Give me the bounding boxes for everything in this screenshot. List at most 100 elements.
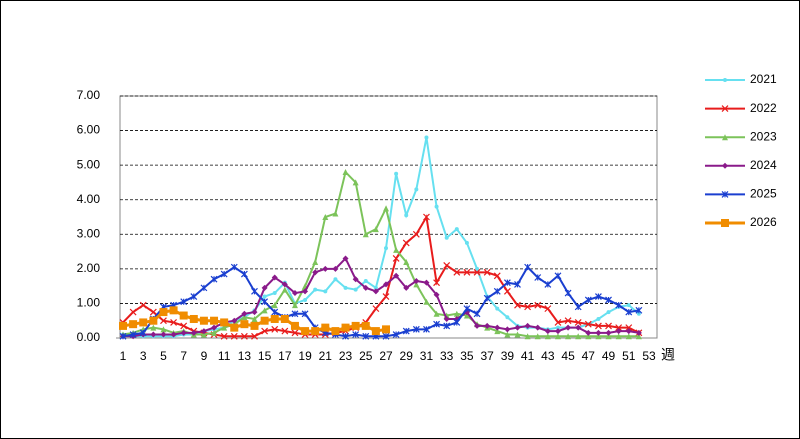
point <box>199 316 208 325</box>
point <box>574 303 582 311</box>
point <box>272 291 277 296</box>
point <box>544 280 552 288</box>
point <box>211 329 218 336</box>
point <box>514 324 521 331</box>
point <box>443 322 451 330</box>
point <box>423 325 430 333</box>
point <box>281 281 288 288</box>
point <box>180 329 187 336</box>
point <box>413 277 420 284</box>
y-tick-label: 1.00 <box>77 296 101 310</box>
point <box>271 302 278 309</box>
x-tick-label: 51 <box>622 349 636 363</box>
point <box>220 270 228 278</box>
point <box>524 263 532 271</box>
point <box>261 298 269 306</box>
point <box>160 331 167 338</box>
point <box>149 316 158 325</box>
legend-marker <box>722 162 728 169</box>
point <box>484 322 491 329</box>
point <box>332 210 339 217</box>
point <box>230 263 238 271</box>
point <box>139 329 147 337</box>
legend-marker <box>721 219 729 227</box>
point <box>524 333 531 340</box>
x-axis-label: 週 <box>661 347 675 363</box>
point <box>331 327 340 336</box>
point <box>594 322 602 330</box>
point <box>555 325 560 330</box>
y-tick-label: 4.00 <box>77 192 101 206</box>
point <box>301 327 310 336</box>
point <box>514 301 521 309</box>
point <box>403 284 410 291</box>
point <box>402 327 410 335</box>
point <box>312 269 319 276</box>
point <box>595 329 602 336</box>
point <box>271 325 279 333</box>
point <box>170 319 178 326</box>
point <box>150 324 157 331</box>
series-line <box>122 265 640 338</box>
x-tick-label: 35 <box>460 349 474 363</box>
point <box>362 284 369 291</box>
point <box>453 310 460 317</box>
point <box>260 316 269 325</box>
point <box>544 333 551 340</box>
point <box>383 205 389 212</box>
point <box>423 279 430 286</box>
point <box>575 324 582 331</box>
x-tick-label: 43 <box>541 349 555 363</box>
point <box>352 276 359 283</box>
point <box>494 328 501 335</box>
point <box>554 319 562 326</box>
point <box>251 332 258 340</box>
point <box>635 329 642 336</box>
point <box>554 333 561 340</box>
point <box>483 268 491 276</box>
legend-marker <box>722 134 728 141</box>
point <box>261 284 268 291</box>
point <box>433 291 440 298</box>
point <box>211 324 218 331</box>
x-tick-label: 33 <box>440 349 454 363</box>
point <box>240 320 249 329</box>
point <box>404 213 409 218</box>
point <box>362 231 369 238</box>
legend-label: 2021 <box>750 72 777 86</box>
point <box>503 287 511 295</box>
point <box>200 331 207 338</box>
point <box>605 296 612 304</box>
point <box>574 319 582 326</box>
point <box>372 288 379 295</box>
y-tick-label: 6.00 <box>77 123 101 137</box>
point <box>302 288 309 295</box>
point <box>473 268 481 276</box>
point <box>594 293 602 300</box>
x-tick-label: 37 <box>480 349 494 363</box>
point <box>332 265 339 272</box>
x-tick-label: 25 <box>359 349 373 363</box>
point <box>361 321 370 330</box>
y-tick-label: 0.00 <box>77 330 101 344</box>
point <box>444 235 449 240</box>
x-tick-label: 17 <box>278 349 292 363</box>
point <box>291 302 298 309</box>
point <box>342 332 349 340</box>
point <box>434 204 439 209</box>
point <box>342 169 349 176</box>
point <box>353 287 358 292</box>
point <box>564 289 572 297</box>
point <box>180 298 188 306</box>
point <box>625 328 632 335</box>
point <box>323 289 328 294</box>
point <box>514 280 521 288</box>
legend-marker <box>721 105 729 113</box>
x-tick-label: 45 <box>561 349 575 363</box>
point <box>149 308 157 316</box>
point <box>495 306 500 311</box>
point <box>575 333 582 340</box>
point <box>363 278 368 283</box>
point <box>635 306 643 314</box>
point <box>403 258 410 265</box>
